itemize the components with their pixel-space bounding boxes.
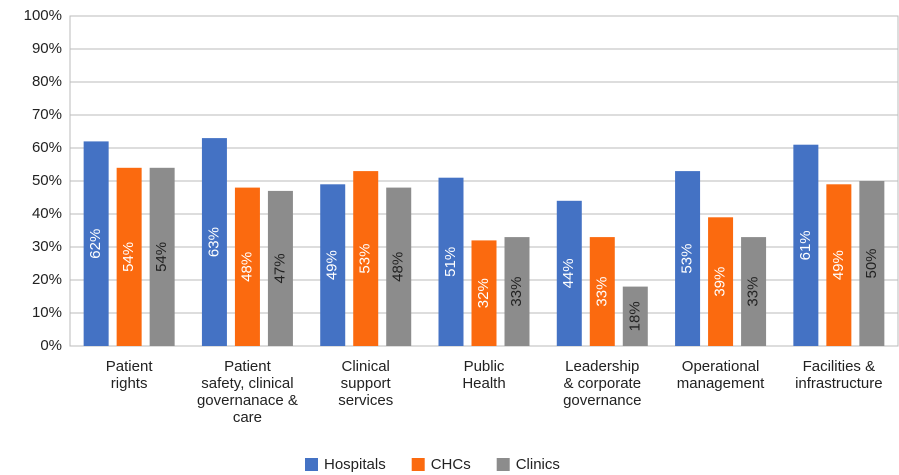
- bar: [234, 187, 260, 346]
- legend-label: Hospitals: [324, 456, 386, 473]
- legend-label: Clinics: [516, 456, 560, 473]
- x-tick-label: Patient safety, clinical governanace & c…: [196, 358, 298, 426]
- data-label: 61%: [797, 230, 814, 260]
- bar: [708, 217, 734, 346]
- bar: [741, 237, 767, 346]
- data-label: 32%: [475, 278, 492, 308]
- legend-swatch: [305, 458, 318, 471]
- data-label: 49%: [324, 250, 341, 280]
- data-label: 63%: [205, 227, 222, 257]
- bar: [471, 240, 497, 346]
- x-tick-label: Leadership & corporate governance: [563, 358, 642, 409]
- x-tick-label: Public Health: [462, 358, 506, 392]
- y-tick-label: 90%: [32, 40, 62, 57]
- data-label: 18%: [626, 301, 643, 331]
- bar: [859, 181, 885, 346]
- bar: [149, 167, 175, 346]
- data-label: 50%: [863, 248, 880, 278]
- bar: [386, 187, 412, 346]
- bar: [556, 200, 582, 346]
- y-tick-label: 20%: [32, 271, 62, 288]
- data-label: 53%: [357, 244, 374, 274]
- x-tick-label: Patient rights: [105, 358, 153, 392]
- y-tick-label: 50%: [32, 172, 62, 189]
- y-tick-label: 100%: [24, 7, 62, 24]
- bar: [201, 138, 227, 346]
- bar: [353, 171, 379, 346]
- data-label: 47%: [271, 253, 288, 283]
- data-label: 33%: [593, 277, 610, 307]
- data-label: 39%: [712, 267, 729, 297]
- legend-label: CHCs: [431, 456, 471, 473]
- data-label: 48%: [238, 252, 255, 282]
- data-label: 51%: [442, 247, 459, 277]
- bar: [675, 171, 701, 346]
- x-tick-label: Operational management: [676, 358, 765, 392]
- bar: [320, 184, 346, 346]
- y-tick-label: 60%: [32, 139, 62, 156]
- data-label: 49%: [830, 250, 847, 280]
- bar: [438, 177, 464, 346]
- data-label: 54%: [120, 242, 137, 272]
- bar: [793, 144, 819, 346]
- y-tick-label: 70%: [32, 106, 62, 123]
- data-label: 48%: [390, 252, 407, 282]
- data-label: 62%: [87, 229, 104, 259]
- data-label: 33%: [745, 277, 762, 307]
- y-tick-label: 0%: [40, 337, 62, 354]
- bar: [622, 286, 648, 346]
- legend-swatch: [496, 458, 510, 471]
- y-tick-label: 40%: [32, 205, 62, 222]
- x-tick-label: Facilities & infrastructure: [795, 358, 883, 392]
- y-tick-label: 80%: [32, 73, 62, 90]
- legend-swatch: [411, 458, 425, 471]
- bar: [589, 237, 615, 346]
- y-tick-label: 10%: [32, 304, 62, 321]
- y-tick-label: 30%: [32, 238, 62, 255]
- x-tick-label: Clinical support services: [338, 358, 394, 409]
- data-label: 33%: [508, 277, 525, 307]
- bar: [116, 167, 142, 346]
- bar: [83, 141, 109, 346]
- data-label: 53%: [679, 244, 696, 274]
- bar: [267, 190, 293, 346]
- bar: [504, 237, 530, 346]
- data-label: 44%: [560, 258, 577, 288]
- data-label: 54%: [153, 242, 170, 272]
- bar: [826, 184, 852, 346]
